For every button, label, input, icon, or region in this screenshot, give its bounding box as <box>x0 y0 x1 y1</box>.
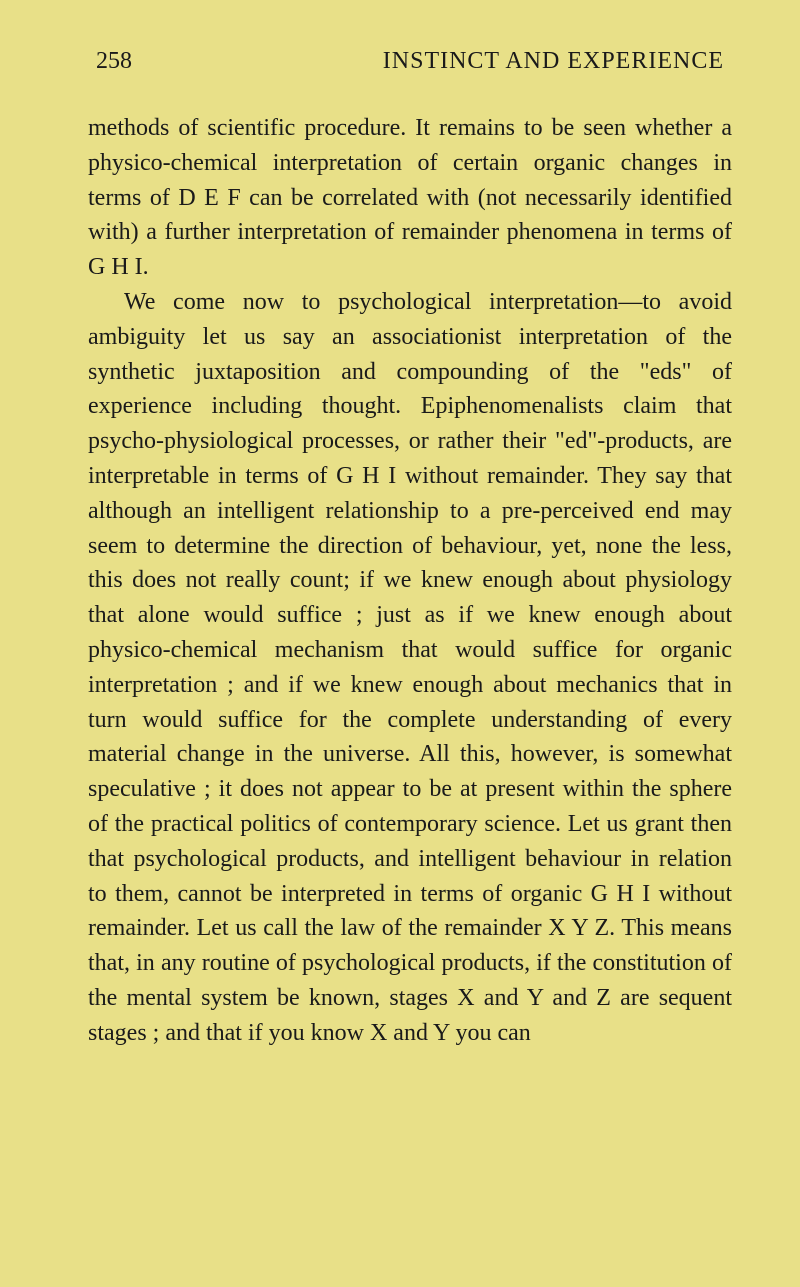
paragraph-1: methods of scientific procedure. It rema… <box>88 111 732 285</box>
page-header: 258 INSTINCT AND EXPERIENCE <box>88 48 732 75</box>
page-number: 258 <box>96 48 132 75</box>
body-text: methods of scientific procedure. It rema… <box>88 111 732 1051</box>
paragraph-2: We come now to psychological interpretat… <box>88 285 732 1051</box>
running-title: INSTINCT AND EXPERIENCE <box>383 48 724 75</box>
